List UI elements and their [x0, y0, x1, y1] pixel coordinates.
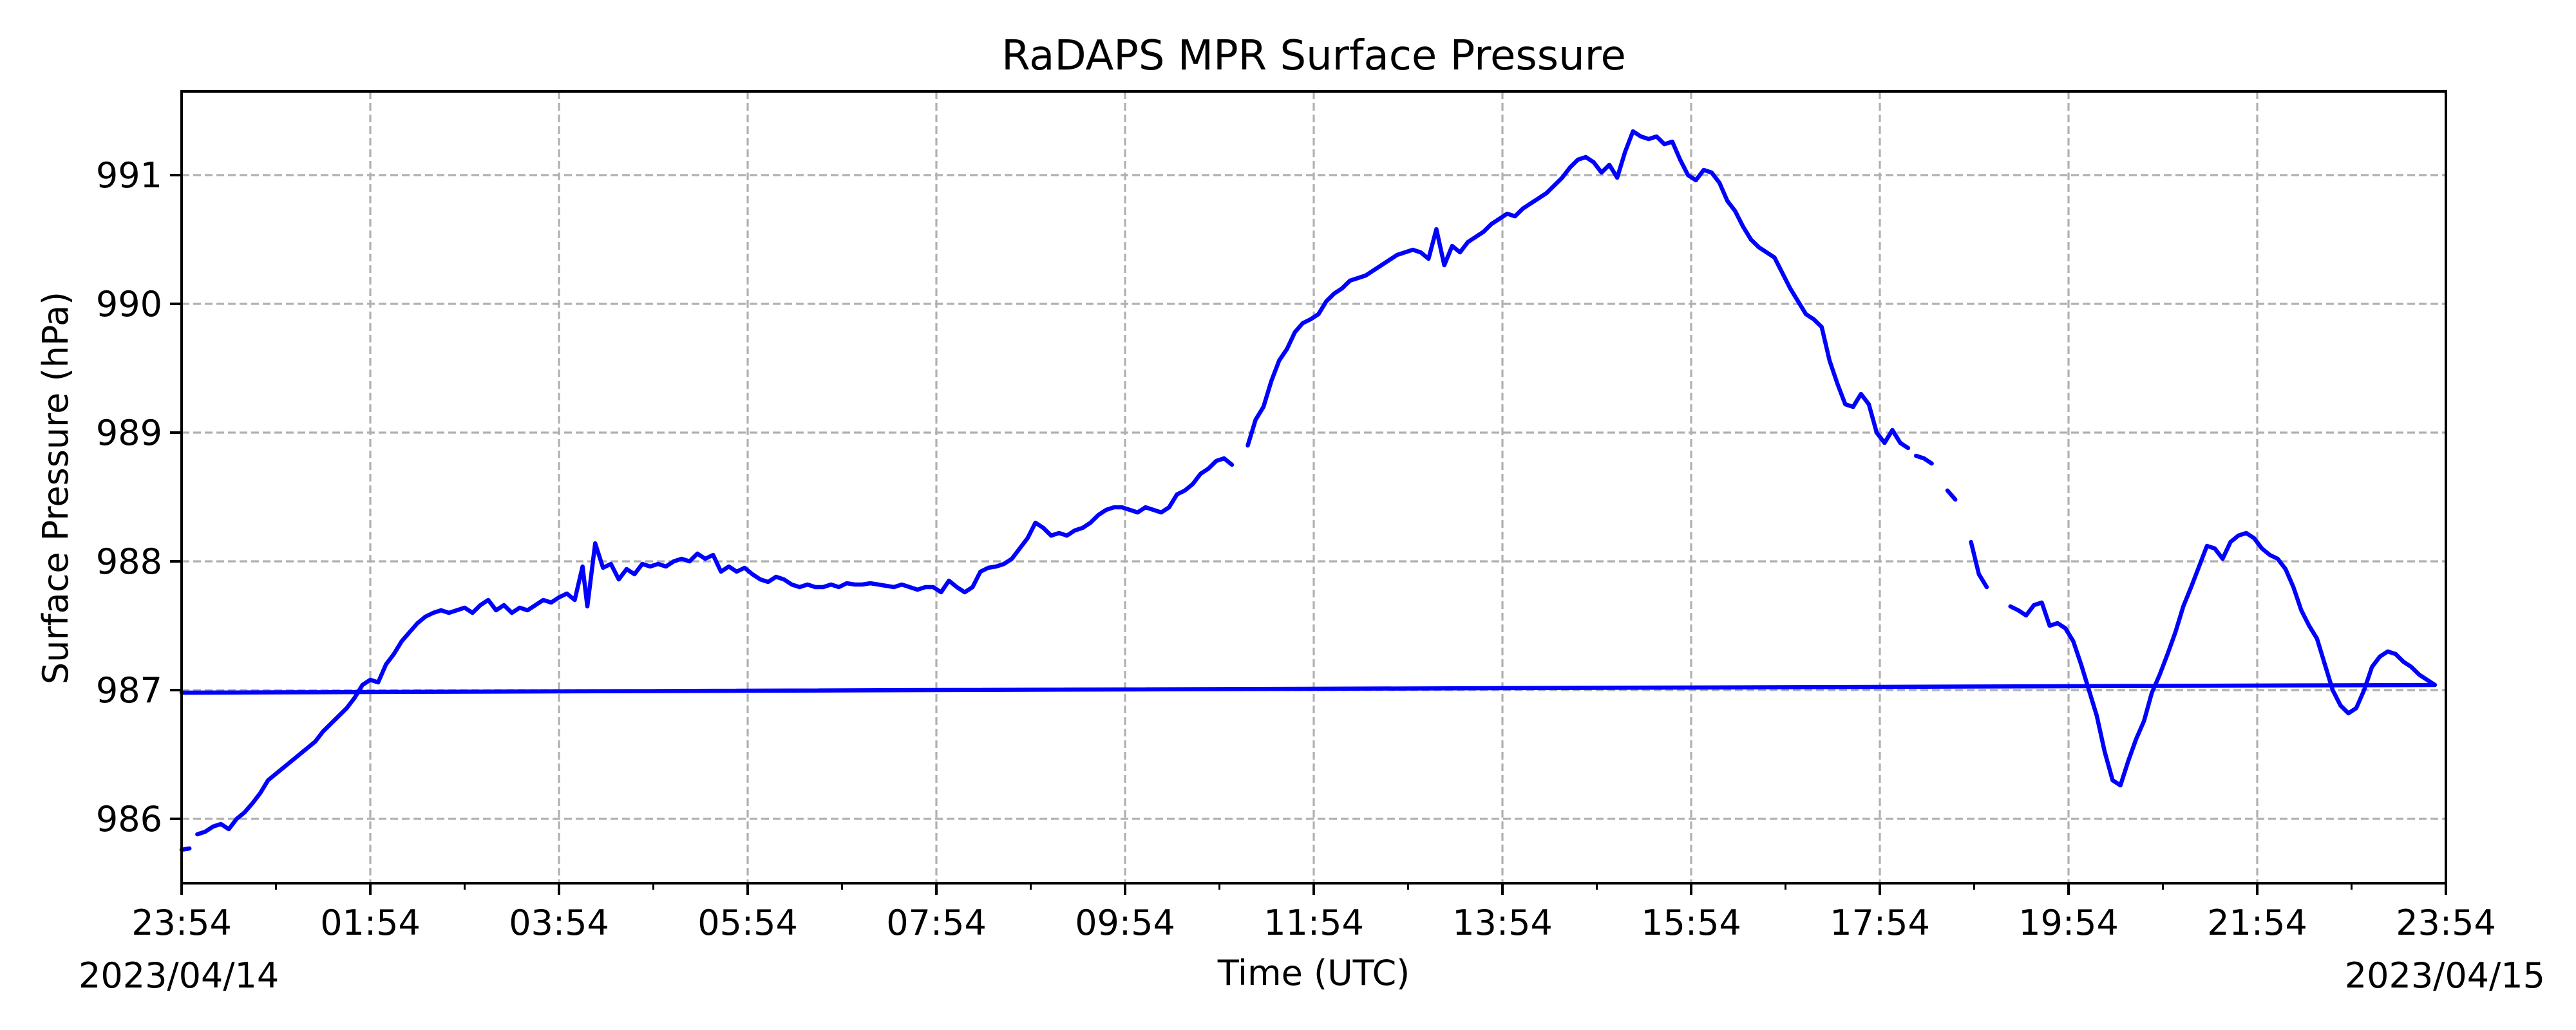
y-tick-label: 986: [96, 799, 162, 839]
x-axis-label: Time (UTC): [1217, 953, 1410, 993]
x-tick-date-label: 2023/04/14: [79, 955, 279, 996]
pressure-line-segment: [1913, 453, 1934, 466]
x-tick-label: 21:54: [2207, 903, 2307, 943]
x-tick-label: 23:54: [131, 903, 232, 943]
x-tick-label: 19:54: [2018, 903, 2119, 943]
y-tick-label: 989: [96, 413, 162, 453]
pressure-line-segment: [1245, 129, 1911, 451]
x-tick-label: 17:54: [1830, 903, 1930, 943]
x-tick-date-label: 2023/04/15: [2345, 955, 2545, 996]
y-tick-label: 987: [96, 670, 162, 711]
y-tick-label: 991: [96, 155, 162, 196]
pressure-line-segment: [1969, 539, 1989, 590]
x-tick-label: 11:54: [1264, 903, 1364, 943]
axis-ticks: 23:54 2023/04/14 01:54 03:54 05:54 07:54 09:54…: [79, 155, 2545, 996]
x-tick-label: 05:54: [697, 903, 798, 943]
y-axis-label: Surface Pressure (hPa): [35, 292, 76, 684]
x-tick-label: 07:54: [886, 903, 987, 943]
pressure-line-segment: [1945, 488, 1958, 502]
x-tick-label: 23:54: [2396, 903, 2496, 943]
x-tick-label: 15:54: [1641, 903, 1741, 943]
pressure-line-segment: [195, 456, 1235, 837]
chart-title: RaDAPS MPR Surface Pressure: [1001, 32, 1626, 80]
pressure-line-segment: [179, 846, 192, 852]
plot-series: [179, 129, 2438, 852]
y-tick-label: 990: [96, 284, 162, 324]
x-tick-label: 01:54: [320, 903, 421, 943]
y-tick-label: 988: [96, 541, 162, 582]
x-tick-label: 03:54: [509, 903, 609, 943]
pressure-line-segment: [179, 530, 2438, 788]
x-tick-label: 13:54: [1452, 903, 1553, 943]
x-tick-label: 09:54: [1075, 903, 1175, 943]
